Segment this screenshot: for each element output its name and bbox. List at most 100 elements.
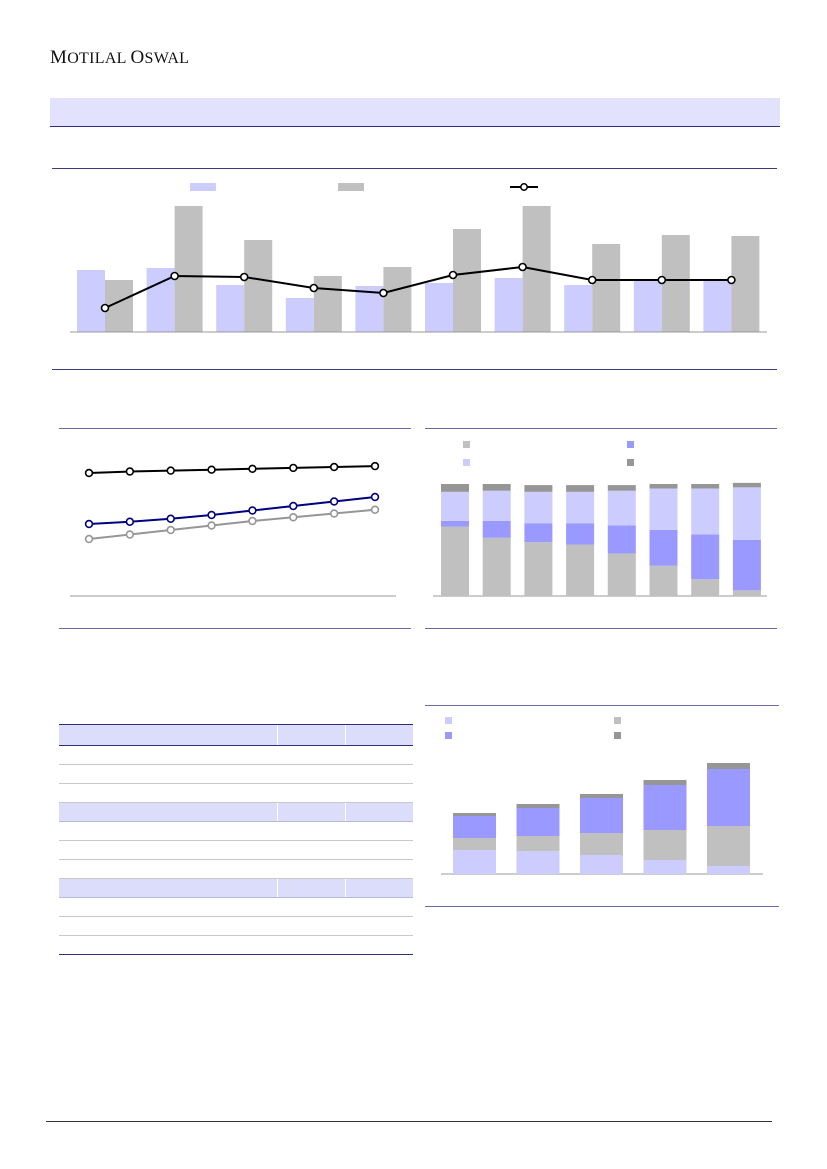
mid-right-bottom-rule [425,628,777,629]
legend-swatch-series-1 [190,183,216,191]
section-title-band [50,98,780,127]
table-row [59,784,413,803]
top-chart-bottom-rule [52,369,777,370]
table-row [59,765,413,784]
stacked-bar-segment [643,830,687,860]
stacked-bar-segment [607,525,636,554]
stacked-bar-segment [524,491,553,524]
bar-series-1 [425,283,453,332]
table-row [59,936,413,955]
legend-line-marker [510,183,538,191]
mid-right-top-rule [425,428,777,429]
mid-left-top-rule [59,428,411,429]
table-header-row [59,725,413,746]
stacked-bar-segment [441,526,469,596]
bar-series-1 [703,281,732,332]
stacked-bar-segment [707,763,750,769]
table-col-divider [345,879,346,897]
table-section-row [59,803,413,822]
stacked-bar-segment [441,491,469,521]
table-row [59,841,413,860]
legend-swatch-grey [463,441,470,448]
series-line [104,265,732,309]
stacked-bar-segment [453,838,496,850]
line-marker [166,514,175,523]
table-row [59,917,413,936]
stacked-bar-segment [643,780,687,785]
stacked-bar-segment [607,490,636,526]
stacked-bar-segment [580,833,623,855]
line-marker [166,466,175,475]
stacked-bar-segment [732,482,761,488]
stacked-bar-segment [524,523,553,543]
line-marker [84,519,94,529]
line-marker [125,467,135,476]
brand-rest-2: SWAL [144,50,190,67]
stacked-bar-segment [649,529,678,566]
bar-series-2 [592,244,621,332]
mid-left-line-chart [70,461,396,597]
line-marker [379,288,388,298]
legend-swatch-lavender-2 [445,717,452,724]
table-col-divider [277,725,278,745]
stacked-bar-segment [516,804,560,808]
stacked-bar-segment [732,540,761,591]
line-marker [309,283,319,293]
table-row [59,822,413,841]
table-col-divider [277,879,278,897]
stacked-bar-segment [707,826,750,866]
line-marker [587,275,597,285]
line-marker [248,464,257,473]
table-row [59,860,413,879]
line-marker [370,505,380,514]
stacked-bar-segment [516,836,560,851]
line-marker [370,461,380,471]
stacked-bar-segment [482,490,511,521]
line-marker [370,492,380,502]
line-marker [289,501,298,511]
legend-swatch-blue-2 [445,732,452,739]
brand-initial-o: O [130,47,145,68]
brand-rest-1: OTILAL [67,50,131,67]
line-marker [207,465,216,474]
stacked-bar-segment [649,484,678,489]
bar-series-2 [453,229,481,332]
bar-series-2 [244,240,273,332]
line-marker [329,497,339,506]
footer-rule [46,1121,772,1122]
bar-series-2 [313,276,342,332]
legend-swatch-series-2 [338,183,364,191]
table-col-divider [277,803,278,821]
line-marker [84,534,94,544]
table-section-row [59,879,413,898]
stacked-bar-segment [643,785,687,830]
line-marker [329,509,339,518]
line-marker [248,506,257,515]
bottom-right-bottom-rule [425,906,779,907]
line-marker [207,521,216,530]
stacked-bar-segment [566,491,595,524]
top-combo-chart [70,206,767,333]
bar-series-1 [633,281,662,332]
stacked-bar-segment [566,544,595,596]
table-row [59,746,413,765]
line-marker [84,468,94,478]
stacked-bar-segment [453,813,496,816]
line-marker [207,510,216,520]
stacked-bar-segment [482,520,511,538]
bottom-right-stacked-chart [441,763,763,875]
line-marker [289,463,298,473]
stacked-bar-segment [441,520,469,527]
stacked-bar-segment [580,794,623,798]
data-table [59,704,413,955]
stacked-bar-segment [691,534,720,580]
stacked-bar-segment [707,769,750,826]
table-col-divider [345,803,346,821]
line-marker [289,513,298,522]
stacked-bar-segment [607,485,636,491]
bar-series-1 [77,270,105,332]
line-marker [166,525,175,535]
stacked-bar-segment [524,485,553,492]
stacked-bar-segment [566,485,595,492]
legend-swatch-grey-2 [614,717,621,724]
